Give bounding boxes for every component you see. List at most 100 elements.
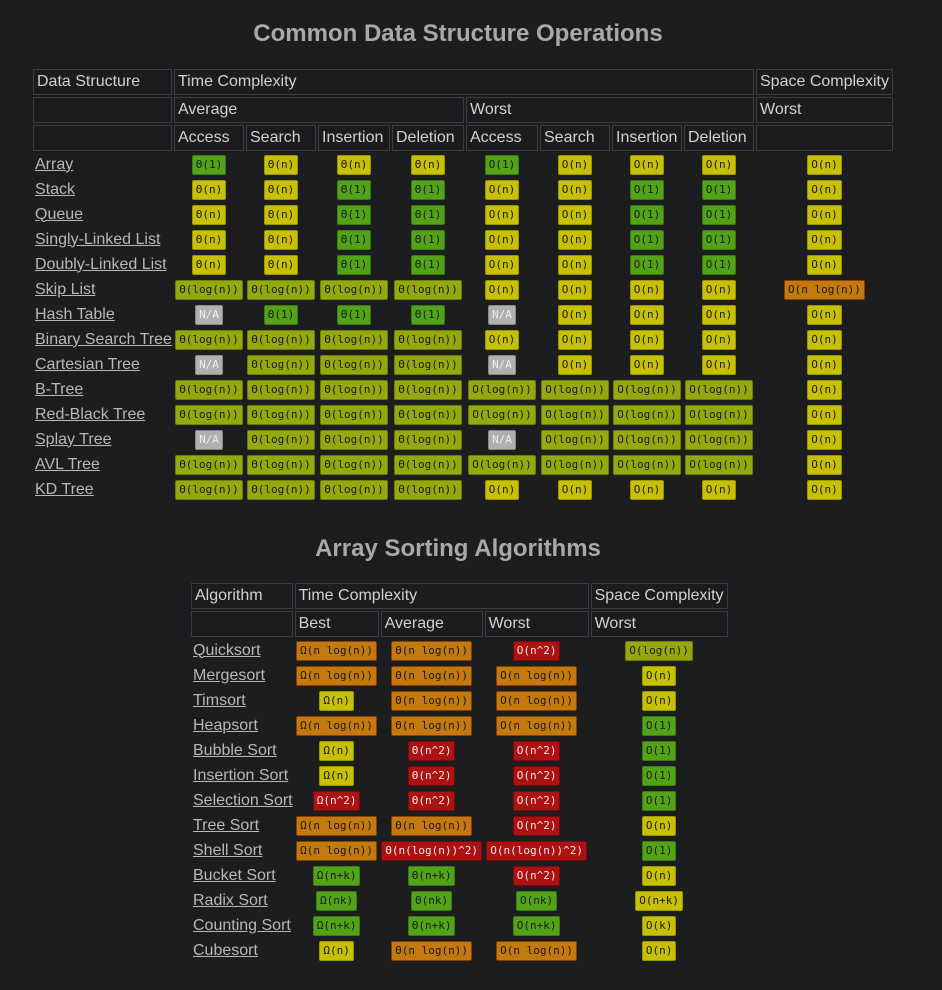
complexity-cell: O(n log(n)): [485, 689, 589, 712]
complexity-cell: Θ(log(n)): [174, 453, 244, 476]
row-link[interactable]: Shell Sort: [193, 841, 263, 859]
complexity-cell: O(n^2): [485, 864, 589, 887]
row-link[interactable]: Stack: [35, 180, 76, 198]
complexity-cell: O(1): [612, 228, 682, 251]
complexity-badge: Θ(1): [263, 304, 299, 325]
row-link[interactable]: Binary Search Tree: [35, 330, 172, 348]
complexity-cell: Θ(log(n)): [174, 478, 244, 501]
complexity-badge: Θ(1): [410, 254, 446, 275]
table-row: Hash Table N/A Θ(1) Θ(1) Θ(1) N/A O(n) O(n) O(n)…: [33, 303, 893, 326]
row-link[interactable]: Heapsort: [193, 716, 258, 734]
row-link[interactable]: Singly-Linked List: [35, 230, 161, 248]
complexity-badge: O(n): [557, 304, 593, 325]
complexity-cell: Ω(n log(n)): [295, 639, 379, 662]
row-link[interactable]: Bubble Sort: [193, 741, 277, 759]
row-link[interactable]: KD Tree: [35, 480, 94, 498]
row-link[interactable]: Queue: [35, 205, 84, 223]
complexity-cell: Θ(log(n)): [318, 378, 390, 401]
row-link[interactable]: Counting Sort: [193, 916, 291, 934]
row-name-cell: Radix Sort: [191, 889, 293, 912]
complexity-cell: O(nk): [485, 889, 589, 912]
row-link[interactable]: Doubly-Linked List: [35, 255, 167, 273]
table-row: Tree Sort Ω(n log(n)) Θ(n log(n)) O(n^2) O(n…: [191, 814, 728, 837]
complexity-cell: O(n): [612, 478, 682, 501]
row-link[interactable]: Bucket Sort: [193, 866, 276, 884]
complexity-badge: Θ(n^2): [407, 740, 456, 761]
complexity-cell: O(1): [466, 153, 538, 176]
row-link[interactable]: Selection Sort: [193, 791, 293, 809]
row-link[interactable]: Timsort: [193, 691, 246, 709]
complexity-cell: O(n): [612, 353, 682, 376]
row-link[interactable]: Cubesort: [193, 941, 258, 959]
row-link[interactable]: Array: [35, 155, 74, 173]
complexity-badge: Θ(1): [336, 204, 372, 225]
complexity-cell: Ω(n log(n)): [295, 839, 379, 862]
row-link[interactable]: Splay Tree: [35, 430, 112, 448]
complexity-badge: O(n): [484, 204, 520, 225]
row-link[interactable]: Cartesian Tree: [35, 355, 140, 373]
complexity-badge: O(1): [701, 179, 737, 200]
complexity-badge: O(nk): [516, 890, 558, 911]
complexity-cell: Θ(1): [318, 228, 390, 251]
row-name-cell: Quicksort: [191, 639, 293, 662]
complexity-badge: Θ(1): [410, 179, 446, 200]
complexity-cell: Θ(log(n)): [174, 403, 244, 426]
complexity-cell: Θ(n^2): [381, 789, 483, 812]
complexity-badge: O(n): [641, 865, 677, 886]
complexity-cell: O(log(n)): [612, 378, 682, 401]
complexity-cell: Θ(log(n)): [318, 478, 390, 501]
complexity-cell: Ω(n log(n)): [295, 664, 379, 687]
row-link[interactable]: Skip List: [35, 280, 96, 298]
complexity-cell: Ω(n+k): [295, 864, 379, 887]
blank-header: [33, 125, 172, 151]
row-link[interactable]: Tree Sort: [193, 816, 260, 834]
complexity-cell: Ω(n): [295, 689, 379, 712]
complexity-badge: Θ(log(n)): [247, 404, 315, 425]
complexity-badge: Θ(log(n)): [394, 354, 462, 375]
complexity-badge: Θ(n log(n)): [391, 690, 473, 711]
row-name-cell: Timsort: [191, 689, 293, 712]
row-name-cell: B-Tree: [33, 378, 172, 401]
complexity-badge: Θ(log(n)): [394, 279, 462, 300]
row-link[interactable]: Radix Sort: [193, 891, 268, 909]
complexity-badge: Θ(log(n)): [394, 429, 462, 450]
row-link[interactable]: Mergesort: [193, 666, 266, 684]
complexity-cell: O(n): [684, 303, 754, 326]
complexity-cell: O(n): [540, 353, 610, 376]
complexity-badge: Ω(n log(n)): [296, 840, 378, 861]
row-link[interactable]: Quicksort: [193, 641, 261, 659]
complexity-badge: N/A: [195, 304, 223, 325]
complexity-cell: Θ(log(n)): [174, 378, 244, 401]
complexity-badge: Θ(1): [410, 229, 446, 250]
complexity-badge: N/A: [488, 354, 516, 375]
row-link[interactable]: AVL Tree: [35, 455, 100, 473]
complexity-cell: Θ(1): [174, 153, 244, 176]
complexity-cell: O(n): [756, 403, 893, 426]
table-row: Timsort Ω(n) Θ(n log(n)) O(n log(n)) O(n): [191, 689, 728, 712]
complexity-badge: O(n): [807, 404, 842, 425]
complexity-cell: O(n): [684, 353, 754, 376]
complexity-cell: O(n): [756, 153, 893, 176]
complexity-cell: O(1): [612, 203, 682, 226]
complexity-cell: Θ(n): [174, 178, 244, 201]
complexity-badge: Θ(n log(n)): [391, 715, 473, 736]
row-link[interactable]: B-Tree: [35, 380, 84, 398]
complexity-cell: N/A: [174, 303, 244, 326]
row-name-cell: KD Tree: [33, 478, 172, 501]
row-link[interactable]: Insertion Sort: [193, 766, 289, 784]
complexity-badge: O(n): [701, 154, 737, 175]
complexity-badge: O(n): [807, 354, 842, 375]
row-link[interactable]: Red-Black Tree: [35, 405, 146, 423]
complexity-cell: O(log(n)): [612, 403, 682, 426]
complexity-cell: O(1): [684, 178, 754, 201]
row-link[interactable]: Hash Table: [35, 305, 115, 323]
complexity-badge: O(n): [629, 329, 665, 350]
complexity-badge: O(n): [557, 154, 593, 175]
complexity-cell: Θ(1): [318, 203, 390, 226]
complexity-cell: O(log(n)): [684, 453, 754, 476]
complexity-cell: Θ(n+k): [381, 914, 483, 937]
complexity-cell: O(n^2): [485, 639, 589, 662]
complexity-cell: O(1): [591, 789, 728, 812]
complexity-cell: Θ(log(n)): [392, 278, 464, 301]
complexity-cell: O(n): [756, 228, 893, 251]
